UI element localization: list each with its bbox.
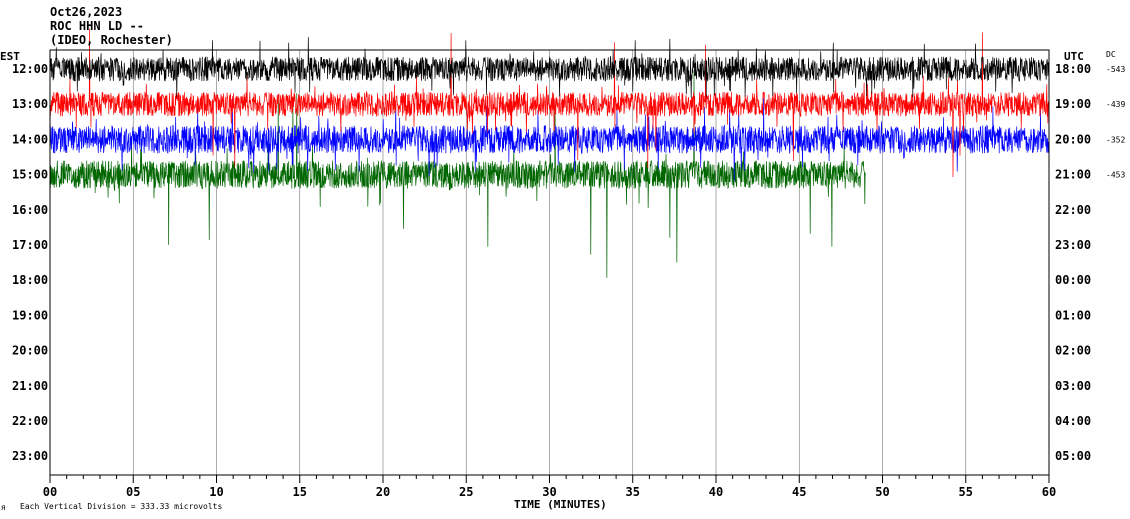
utc-row-label-0400: 04:00 [1055, 414, 1091, 428]
x-tick-label-20: 20 [376, 485, 390, 499]
footer-scale-note: Each Vertical Division = 333.33 microvol… [20, 502, 222, 511]
x-tick-label-60: 60 [1042, 485, 1056, 499]
est-row-label-1900: 19:00 [12, 308, 48, 322]
minute-tick-labels: 00 05 10 15 20 25 30 35 40 45 50 55 60 [43, 485, 1056, 499]
location-label: (IDEO, Rochester) [50, 33, 173, 47]
x-tick-label-55: 55 [959, 485, 973, 499]
x-tick-label-35: 35 [626, 485, 640, 499]
est-row-label-1700: 17:00 [12, 238, 48, 252]
utc-row-label-2300: 23:00 [1055, 238, 1091, 252]
est-row-label-1400: 14:00 [12, 132, 48, 146]
utc-row-label-0200: 02:00 [1055, 344, 1091, 358]
utc-row-label-1800: 18:00 [1055, 62, 1091, 76]
x-tick-label-15: 15 [293, 485, 307, 499]
x-tick-label-25: 25 [459, 485, 473, 499]
x-tick-label-50: 50 [875, 485, 889, 499]
est-row-label-2000: 20:00 [12, 344, 48, 358]
est-row-label-1200: 12:00 [12, 62, 48, 76]
footer-mark: ᴙ [1, 503, 6, 512]
station-label: ROC HHN LD -- [50, 19, 144, 33]
utc-row-label-2200: 22:00 [1055, 203, 1091, 217]
x-tick-label-00: 00 [43, 485, 57, 499]
est-row-label-1800: 18:00 [12, 273, 48, 287]
est-row-label-1300: 13:00 [12, 97, 48, 111]
utc-row-label-0300: 03:00 [1055, 379, 1091, 393]
dc-offset-labels: -543 -439 -352 -453 [1106, 65, 1125, 180]
est-row-label-1500: 15:00 [12, 168, 48, 182]
x-axis-title: TIME (MINUTES) [514, 498, 607, 511]
seismic-traces [49, 28, 1050, 278]
est-row-label-2100: 21:00 [12, 379, 48, 393]
x-tick-label-10: 10 [209, 485, 223, 499]
chart-axes [49, 49, 1050, 483]
est-tick-labels: 12:00 13:00 14:00 15:00 16:00 17:00 18:00 19:00… [12, 62, 48, 463]
chart-grid [132, 50, 967, 475]
est-row-label-1600: 16:00 [12, 203, 48, 217]
utc-row-label-2000: 20:00 [1055, 132, 1091, 146]
utc-tick-labels: 18:00 19:00 20:00 21:00 22:00 23:00 00:00 01:00… [1055, 62, 1091, 463]
utc-row-label-0100: 01:00 [1055, 308, 1091, 322]
utc-row-label-2100: 21:00 [1055, 168, 1091, 182]
utc-row-label-0500: 05:00 [1055, 449, 1091, 463]
x-tick-label-30: 30 [542, 485, 556, 499]
dc-offset-2: -352 [1106, 135, 1125, 144]
est-row-label-2300: 23:00 [12, 449, 48, 463]
dc-offset-3: -453 [1106, 171, 1125, 180]
date-label: Oct26,2023 [50, 5, 122, 19]
trace-blue-1400 [49, 97, 1050, 182]
dc-label: DC [1106, 50, 1116, 59]
x-tick-label-45: 45 [792, 485, 806, 499]
x-tick-label-40: 40 [709, 485, 723, 499]
trace-green-1500 [49, 69, 866, 278]
trace-black-1200 [49, 37, 1050, 99]
x-tick-label-05: 05 [126, 485, 140, 499]
utc-label: UTC [1064, 50, 1084, 63]
utc-row-label-1900: 19:00 [1055, 97, 1091, 111]
trace-red-1300 [49, 28, 1050, 178]
dc-offset-0: -543 [1106, 65, 1125, 74]
est-row-label-2200: 22:00 [12, 414, 48, 428]
dc-offset-1: -439 [1106, 100, 1125, 109]
est-label: EST [0, 50, 20, 63]
utc-row-label-0000: 00:00 [1055, 273, 1091, 287]
